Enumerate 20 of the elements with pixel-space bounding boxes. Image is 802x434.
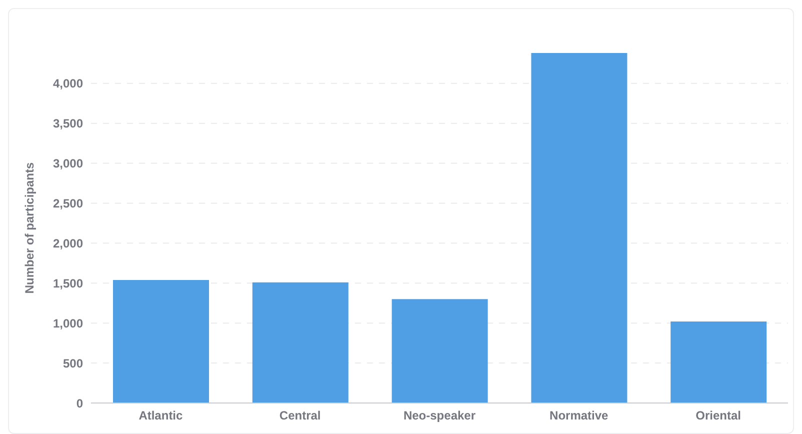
bar [113,280,209,403]
y-tick-label: 1,000 [52,316,84,330]
y-axis-title: Number of participants [22,162,36,294]
x-tick-label: Neo-speaker [403,408,476,423]
y-tick-label: 500 [62,356,84,370]
y-tick-label: 3,000 [52,156,84,171]
x-tick-label: Atlantic [138,408,184,423]
x-tick-label: Normative [550,408,609,423]
y-tick-label: 2,500 [52,196,84,210]
y-tick-label: 1,500 [52,276,84,290]
x-tick-label: Oriental [696,408,741,423]
bar [252,282,348,403]
y-tick-label: 0 [76,396,84,410]
bar [670,321,767,403]
y-tick-label: 4,000 [52,76,84,91]
bar [392,299,488,403]
bar [531,53,628,403]
y-tick-label: 3,500 [52,116,84,131]
x-tick-label: Central [279,408,321,423]
y-tick-label: 2,000 [52,236,84,250]
